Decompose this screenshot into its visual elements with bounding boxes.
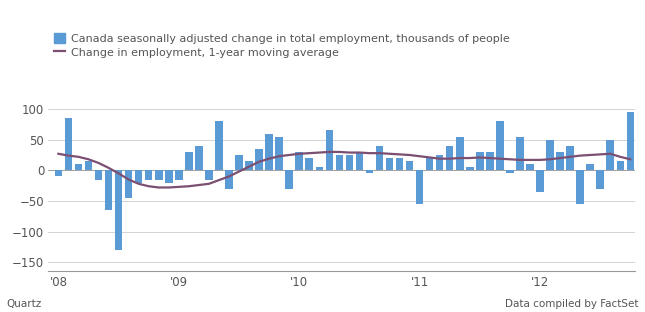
Bar [215,121,223,170]
Bar [315,167,323,170]
Bar [536,170,544,192]
Bar [115,170,123,250]
Bar [265,134,273,170]
Bar [145,170,152,179]
Text: Quartz: Quartz [6,299,42,309]
Bar [195,146,203,170]
Bar [295,152,303,170]
Bar [386,158,393,170]
Bar [135,170,143,183]
Bar [617,161,624,170]
Bar [486,152,493,170]
Bar [396,158,403,170]
Bar [577,170,584,204]
Bar [64,118,72,170]
Bar [566,146,574,170]
Bar [496,121,504,170]
Bar [326,130,333,170]
Bar [95,170,103,179]
Bar [125,170,132,198]
Bar [335,155,343,170]
Bar [466,167,473,170]
Bar [104,170,112,210]
Bar [516,137,524,170]
Bar [55,170,62,177]
Bar [245,161,253,170]
Bar [366,170,373,173]
Bar [557,152,564,170]
Bar [416,170,423,204]
Bar [546,140,554,170]
Bar [426,158,433,170]
Bar [235,155,243,170]
Bar [355,152,363,170]
Bar [75,164,83,170]
Bar [506,170,513,173]
Bar [84,161,92,170]
Bar [476,152,484,170]
Bar [446,146,453,170]
Bar [205,170,213,179]
Bar [185,152,193,170]
Bar [606,140,614,170]
Bar [406,161,413,170]
Bar [436,155,444,170]
Bar [285,170,293,189]
Bar [597,170,604,189]
Bar [155,170,163,179]
Bar [275,137,283,170]
Legend: Canada seasonally adjusted change in total employment, thousands of people, Chan: Canada seasonally adjusted change in tot… [54,33,510,57]
Bar [346,155,353,170]
Bar [306,158,313,170]
Bar [376,146,383,170]
Bar [165,170,173,183]
Bar [255,149,263,170]
Bar [175,170,183,179]
Bar [626,112,634,170]
Bar [526,164,534,170]
Text: Data compiled by FactSet: Data compiled by FactSet [505,299,639,309]
Bar [225,170,233,189]
Bar [586,164,594,170]
Bar [456,137,464,170]
